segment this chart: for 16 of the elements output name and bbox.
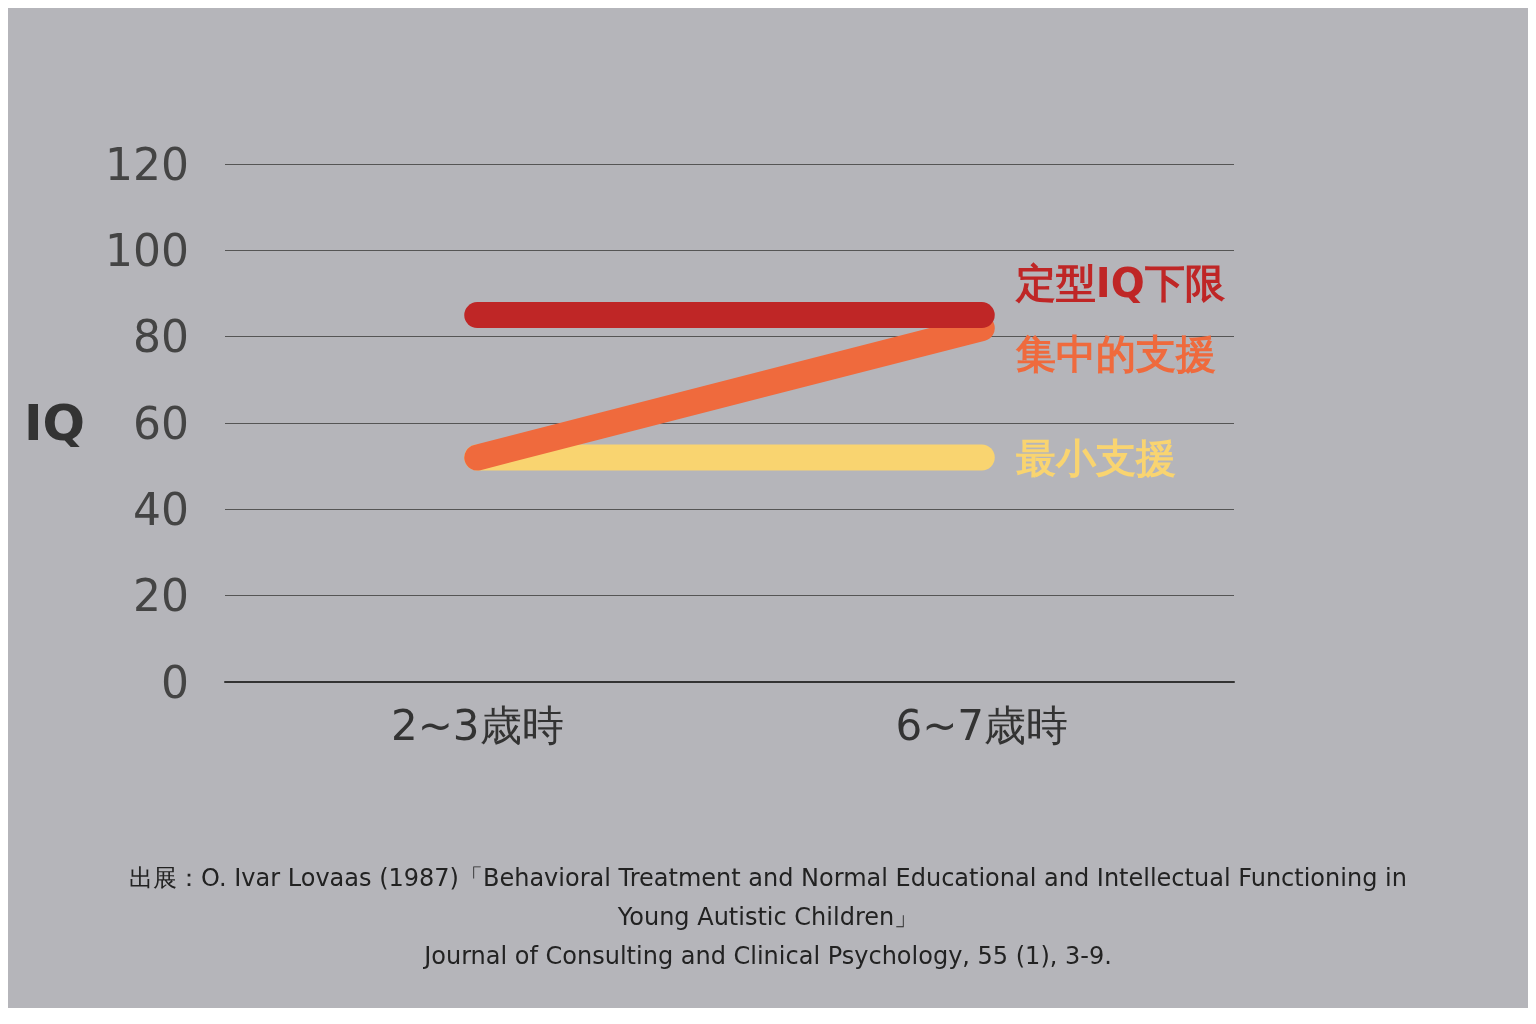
y-axis-title: IQ: [23, 394, 85, 452]
y-tick-label: 0: [161, 656, 189, 708]
y-tick-label: 100: [105, 224, 189, 276]
text: 出展：O. Ivar Lovaas (1987)「Behavioral Treatment and Normal Educational and Intellectual Functioning in: [129, 864, 1407, 892]
series-label: 定型IQ下限: [1014, 260, 1226, 307]
x-tick-label: 2~3歳時: [390, 700, 564, 750]
y-tick-label: 80: [133, 311, 189, 363]
y-tick-label: 40: [133, 483, 189, 535]
text: Journal of Consulting and Clinical Psychology, 55 (1), 3-9.: [422, 942, 1112, 970]
x-tick-label: 6~7歳時: [895, 700, 1069, 750]
y-tick-label: 120: [105, 138, 189, 190]
y-tick-label: 20: [133, 570, 189, 622]
series-label: 最小支援: [1015, 434, 1176, 481]
series-label: 集中的支援: [1014, 331, 1216, 378]
y-tick-label: 60: [133, 397, 189, 449]
text: Young Autistic Children」: [616, 903, 919, 931]
